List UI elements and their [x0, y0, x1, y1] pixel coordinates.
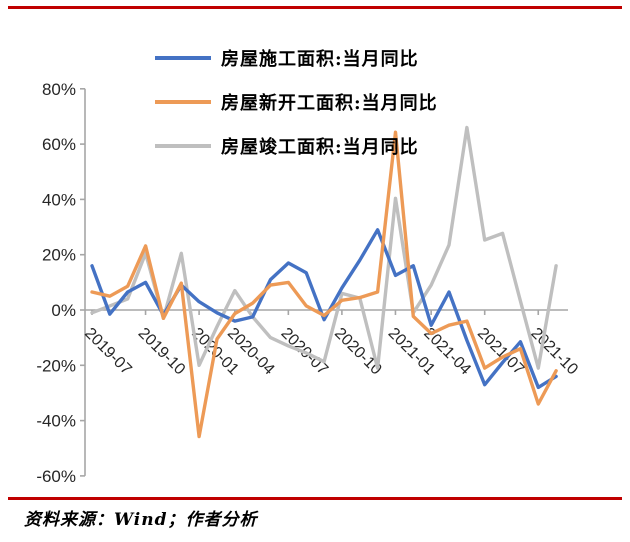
legend-label-construction: 房屋施工面积:当月同比 [221, 49, 419, 70]
y-tick-label: 80% [42, 80, 76, 99]
source-note: 资料来源：Wind；作者分析 [24, 510, 258, 530]
bottom-red-border [8, 497, 622, 500]
legend-label-new-starts: 房屋新开工面积:当月同比 [221, 93, 438, 114]
legend-line-orange-icon [155, 100, 211, 104]
y-tick-label: 20% [42, 246, 76, 265]
y-tick-label: -60% [36, 467, 76, 486]
legend-line-gray-icon [155, 144, 211, 148]
x-tick-label: 2019-10 [135, 325, 189, 379]
legend-item-construction: 房屋施工面积:当月同比 [155, 36, 438, 80]
y-tick-label: 60% [42, 135, 76, 154]
top-red-border [8, 6, 622, 9]
chart-legend: 房屋施工面积:当月同比 房屋新开工面积:当月同比 房屋竣工面积:当月同比 [155, 36, 438, 168]
y-tick-label: -20% [36, 356, 76, 375]
y-tick-label: 0% [51, 301, 76, 320]
series-line-1 [90, 130, 558, 439]
y-tick-label: -40% [36, 412, 76, 431]
series-line-2 [90, 125, 558, 370]
legend-item-completions: 房屋竣工面积:当月同比 [155, 124, 438, 168]
x-tick-label: 2019-07 [81, 325, 135, 379]
x-tick-label: 2021-07 [474, 325, 528, 379]
y-tick-label: 40% [42, 190, 76, 209]
legend-line-blue-icon [155, 56, 211, 60]
legend-label-completions: 房屋竣工面积:当月同比 [221, 137, 419, 158]
legend-item-new-starts: 房屋新开工面积:当月同比 [155, 80, 438, 124]
x-tick-label: 2020-10 [331, 325, 385, 379]
